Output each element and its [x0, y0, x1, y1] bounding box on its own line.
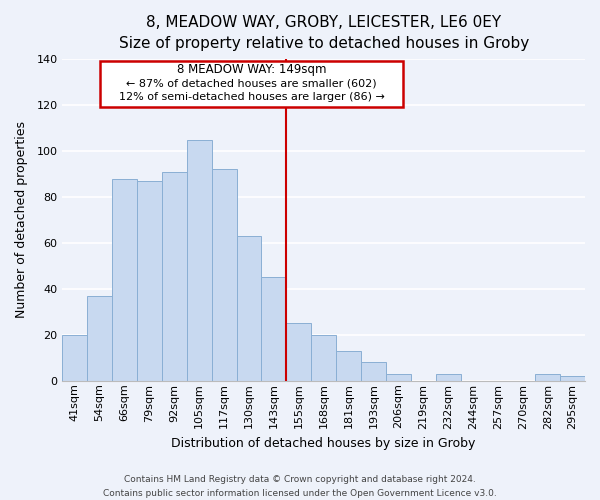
Bar — [100, 62, 403, 108]
Bar — [286, 324, 311, 381]
Text: 12% of semi-detached houses are larger (86) →: 12% of semi-detached houses are larger (… — [119, 92, 385, 102]
Bar — [262, 278, 286, 381]
Text: ← 87% of detached houses are smaller (602): ← 87% of detached houses are smaller (60… — [126, 78, 377, 88]
Bar — [87, 296, 112, 381]
Title: 8, MEADOW WAY, GROBY, LEICESTER, LE6 0EY
Size of property relative to detached h: 8, MEADOW WAY, GROBY, LEICESTER, LE6 0EY… — [119, 15, 529, 51]
Bar — [162, 172, 187, 381]
Bar — [112, 178, 137, 381]
Bar — [386, 374, 411, 381]
Bar — [436, 374, 461, 381]
X-axis label: Distribution of detached houses by size in Groby: Distribution of detached houses by size … — [172, 437, 476, 450]
Bar — [187, 140, 212, 381]
Bar — [137, 181, 162, 381]
Bar — [560, 376, 585, 381]
Text: 8 MEADOW WAY: 149sqm: 8 MEADOW WAY: 149sqm — [177, 63, 326, 76]
Bar — [336, 351, 361, 381]
Bar — [311, 335, 336, 381]
Bar — [236, 236, 262, 381]
Bar — [62, 335, 87, 381]
Y-axis label: Number of detached properties: Number of detached properties — [15, 122, 28, 318]
Bar — [535, 374, 560, 381]
Bar — [212, 170, 236, 381]
Text: Contains HM Land Registry data © Crown copyright and database right 2024.
Contai: Contains HM Land Registry data © Crown c… — [103, 476, 497, 498]
Bar — [361, 362, 386, 381]
